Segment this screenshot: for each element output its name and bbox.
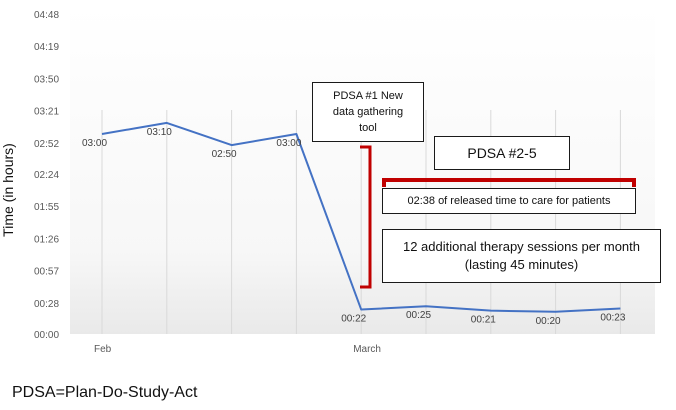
x-axis-ticks: Feb March: [94, 344, 381, 355]
therapy-line-1: 12 additional therapy sessions per month: [402, 239, 641, 254]
data-label: 00:21: [471, 315, 496, 326]
pdsa1-bracket: [360, 145, 372, 289]
x-tick-label: Feb: [94, 344, 112, 355]
data-label: 02:50: [212, 149, 237, 160]
series-line: [101, 121, 621, 313]
x-tick-label: March: [353, 344, 381, 355]
pdsa1-line-2: data gathering: [332, 106, 404, 118]
released-time-box: 02:38 of released time to care for patie…: [382, 188, 636, 214]
y-tick-label: 00:00: [34, 330, 59, 341]
y-tick-label: 00:28: [34, 299, 59, 310]
y-tick-label: 04:48: [34, 10, 59, 21]
series-group: 03:00 03:10 02:50 03:00 00:22 00:25 00:21 00:20…: [82, 121, 626, 327]
therapy-line-2: (lasting 45 minutes): [464, 257, 579, 272]
footer-note: PDSA=Plan-Do-Study-Act: [12, 384, 198, 401]
y-tick-label: 04:19: [34, 42, 59, 53]
data-label: 03:00: [82, 138, 107, 149]
y-tick-label: 02:24: [34, 170, 59, 181]
y-tick-label: 03:50: [34, 74, 59, 85]
data-label: 03:10: [147, 127, 172, 138]
y-axis-ticks: 00:00 00:28 00:57 01:26 01:55 02:24 02:52 03:21…: [34, 10, 59, 341]
plot-area: [70, 6, 655, 334]
data-label: 00:25: [406, 310, 431, 321]
therapy-box: 12 additional therapy sessions per month…: [382, 229, 661, 283]
data-label: 00:22: [341, 314, 366, 325]
y-tick-label: 00:57: [34, 267, 59, 278]
pdsa25-bracket: [382, 178, 636, 187]
chart-svg: 00:00 00:28 00:57 01:26 01:55 02:24 02:52 03:21…: [0, 6, 655, 355]
y-tick-label: 03:21: [34, 107, 59, 118]
y-axis-label: Time (in hours): [0, 143, 16, 237]
pdsa25-label-box: PDSA #2-5: [434, 136, 570, 170]
y-tick-label: 01:55: [34, 202, 59, 213]
data-label: 03:00: [276, 138, 301, 149]
released-time-text: 02:38 of released time to care for patie…: [407, 195, 611, 207]
pdsa1-line-3: tool: [359, 122, 377, 134]
pdsa1-label-box: PDSA #1 New data gathering tool: [312, 82, 424, 142]
y-tick-label: 01:26: [34, 234, 59, 245]
data-label: 00:23: [600, 312, 625, 323]
y-tick-label: 02:52: [34, 139, 59, 150]
line-chart: 00:00 00:28 00:57 01:26 01:55 02:24 02:52 03:21…: [0, 6, 655, 355]
data-label: 00:20: [536, 316, 561, 327]
pdsa25-label: PDSA #2-5: [467, 145, 537, 161]
pdsa1-line-1: PDSA #1 New: [333, 90, 403, 102]
